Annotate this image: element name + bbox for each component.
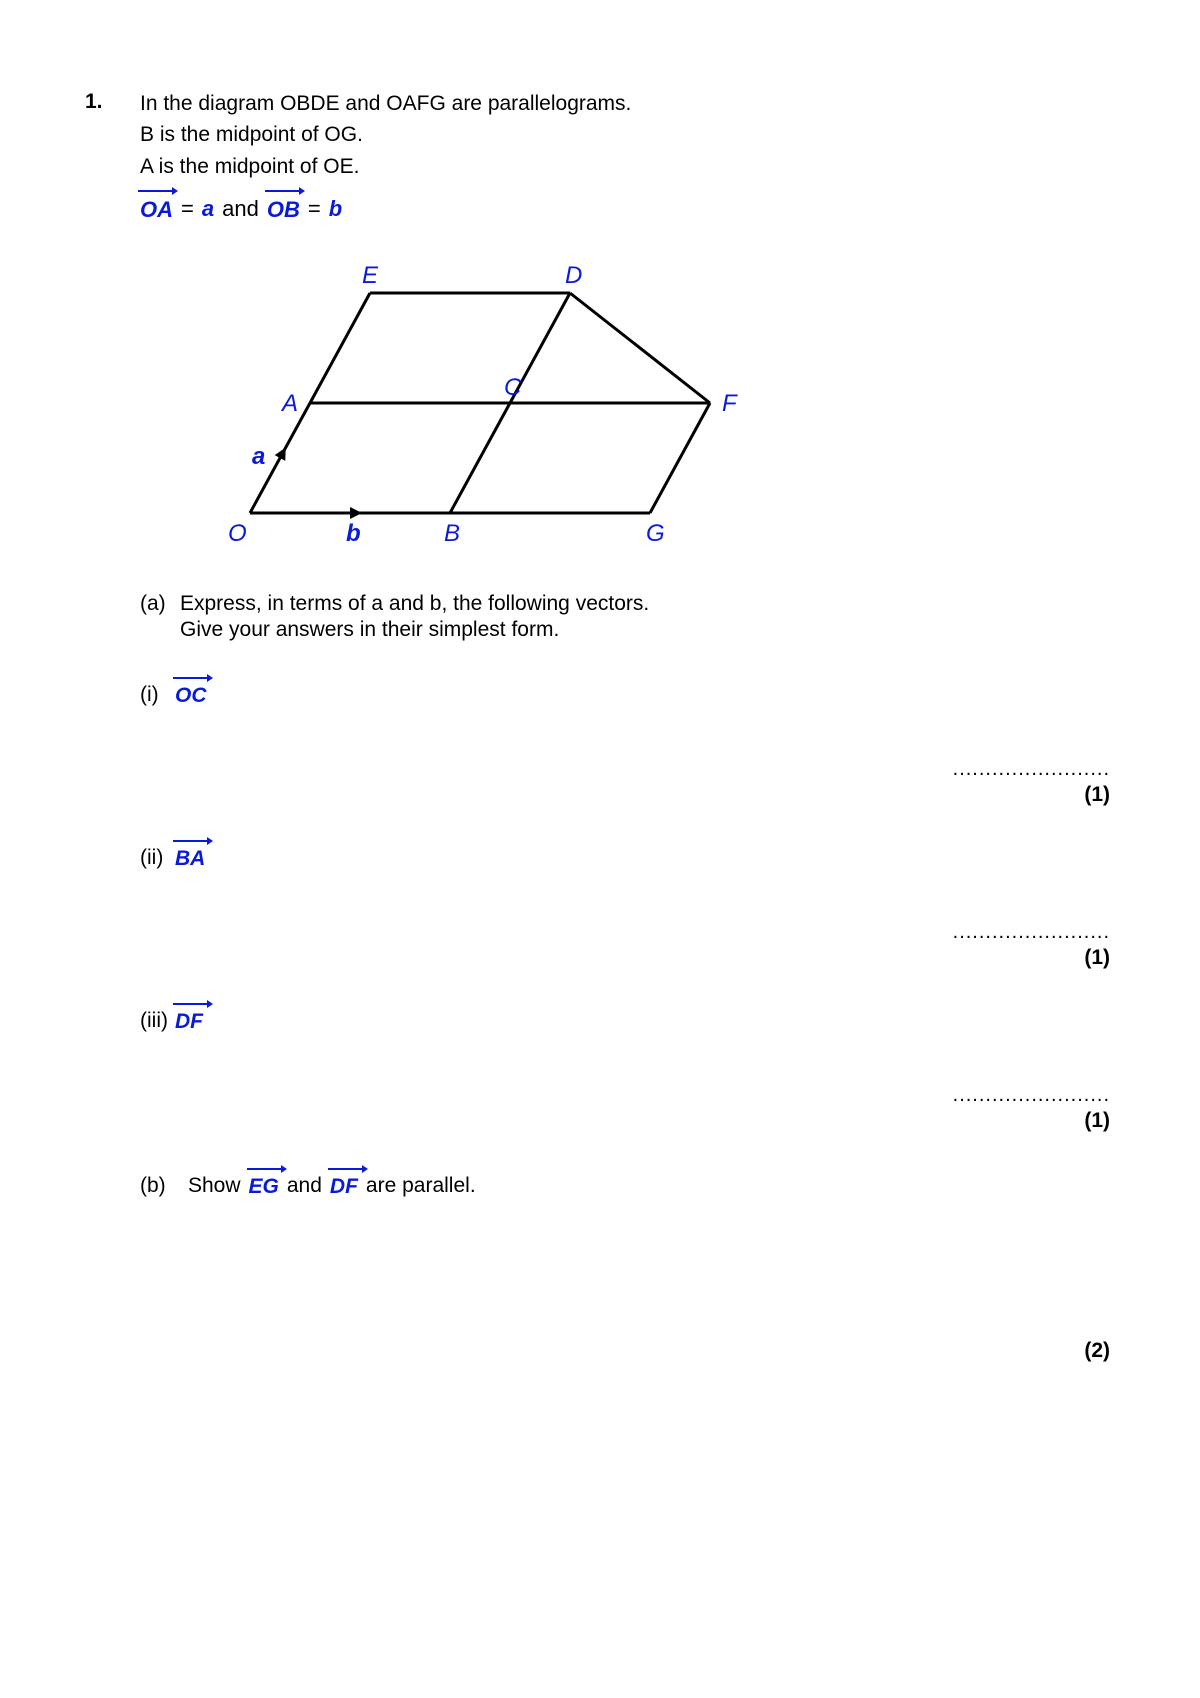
sub-label: (i) <box>140 683 175 707</box>
part-b-pre: Show <box>188 1174 241 1198</box>
answer-line: ........................ <box>140 1084 1110 1107</box>
part-a-text: Express, in terms of a and b, the follow… <box>180 592 1120 644</box>
arrow-icon <box>173 998 213 1008</box>
marks: (1) <box>140 1109 1110 1133</box>
stem-line-3: A is the midpoint of OE. <box>140 153 1120 181</box>
question-stem: In the diagram OBDE and OAFG are paralle… <box>140 90 1120 181</box>
stem-line-1: In the diagram OBDE and OAFG are paralle… <box>140 90 1120 118</box>
part-a-line2: Give your answers in their simplest form… <box>180 618 1120 642</box>
part-b-mid: and <box>287 1174 322 1198</box>
part-a-row: (a) Express, in terms of a and b, the fo… <box>140 592 1120 644</box>
sub-vector-label: OC <box>175 684 207 707</box>
part-b-marks: (2) <box>140 1339 1120 1363</box>
vector-OB-label: OB <box>267 197 300 222</box>
svg-text:F: F <box>722 390 738 417</box>
sub-vector: DF <box>175 1008 203 1034</box>
answer-block: ........................(1) <box>140 1084 1120 1133</box>
question-row: 1. In the diagram OBDE and OAFG are para… <box>85 90 1120 1363</box>
svg-text:O: O <box>228 520 247 547</box>
arrow-icon <box>173 672 213 682</box>
arrow-icon <box>247 1163 287 1173</box>
vector-DF-b-label: DF <box>330 1175 358 1198</box>
sub-question-row: (iii)DF <box>140 1008 1120 1034</box>
sub-vector: OC <box>175 682 207 708</box>
marks: (1) <box>140 946 1110 970</box>
question-number: 1. <box>85 90 140 114</box>
stem-line-2: B is the midpoint of OG. <box>140 121 1120 149</box>
diagram-container: E D A C F O B Ga b <box>190 253 1120 558</box>
answer-block: ........................(1) <box>140 921 1120 970</box>
vector-EG: EG <box>249 1173 279 1199</box>
sub-vector-label: DF <box>175 1010 203 1033</box>
svg-text:C: C <box>504 374 522 401</box>
arrow-icon <box>173 835 213 845</box>
part-b-label: (b) <box>140 1174 180 1198</box>
part-a-label: (a) <box>140 592 180 616</box>
eq-sign-2: = <box>308 196 321 222</box>
svg-text:B: B <box>444 520 460 547</box>
sub-vector-label: BA <box>175 847 205 870</box>
exam-page: 1. In the diagram OBDE and OAFG are para… <box>0 0 1200 1698</box>
and-word: and <box>222 196 259 222</box>
vector-OA-label: OA <box>140 197 173 222</box>
part-b-post: are parallel. <box>366 1174 476 1198</box>
answer-line: ........................ <box>140 758 1110 781</box>
svg-text:b: b <box>346 520 361 547</box>
vector-definitions: OA = a and OB = b <box>140 195 1120 223</box>
sub-questions: (i)OC........................(1)(ii)BA..… <box>140 682 1120 1133</box>
svg-text:a: a <box>252 443 265 470</box>
arrow-icon <box>265 185 305 195</box>
question-body: In the diagram OBDE and OAFG are paralle… <box>140 90 1120 1363</box>
vector-DF-b: DF <box>330 1173 358 1199</box>
parallelogram-diagram: E D A C F O B Ga b <box>190 253 750 553</box>
part-a-line1: Express, in terms of a and b, the follow… <box>180 592 1120 616</box>
sub-question-row: (ii)BA <box>140 845 1120 871</box>
svg-text:G: G <box>646 520 665 547</box>
sub-label: (iii) <box>140 1009 175 1033</box>
sub-question-row: (i)OC <box>140 682 1120 708</box>
svg-text:E: E <box>362 262 379 289</box>
answer-line: ........................ <box>140 921 1110 944</box>
svg-text:D: D <box>565 262 582 289</box>
vector-EG-label: EG <box>249 1175 279 1198</box>
sub-vector: BA <box>175 845 205 871</box>
arrow-icon <box>138 185 178 195</box>
vector-a-value: a <box>202 196 214 222</box>
sub-label: (ii) <box>140 846 175 870</box>
answer-block: ........................(1) <box>140 758 1120 807</box>
arrow-icon <box>328 1163 368 1173</box>
vector-OA: OA <box>140 195 173 223</box>
vector-OB: OB <box>267 195 300 223</box>
part-b-row: (b) Show EG and DF are parallel. <box>140 1173 1120 1199</box>
marks: (1) <box>140 783 1110 807</box>
svg-text:A: A <box>280 390 298 417</box>
vector-b-value: b <box>329 196 342 222</box>
eq-sign-1: = <box>181 196 194 222</box>
